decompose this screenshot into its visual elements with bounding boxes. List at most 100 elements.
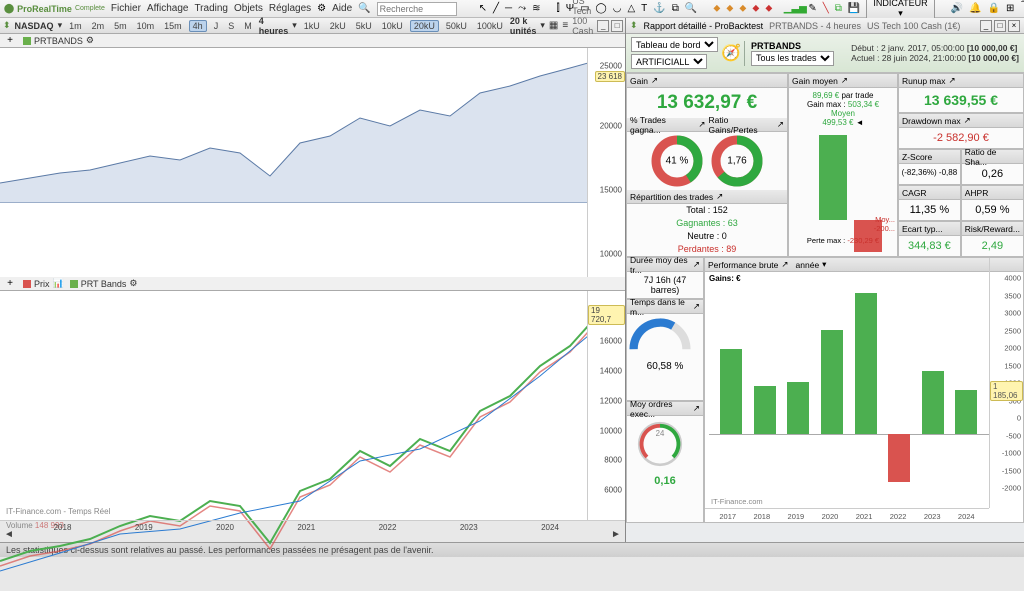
lower-chart[interactable]: 18000 16000 14000 12000 10000 8000 6000 … (0, 291, 625, 520)
tabs-upper: + PRTBANDS⚙ (0, 34, 625, 48)
fib-icon[interactable]: ⫿ (557, 2, 560, 16)
edit-icon[interactable]: ✎ (808, 2, 816, 16)
period-info: Début : 2 janv. 2017, 05:00:00 [10 000,0… (851, 43, 1019, 63)
symbol-label[interactable]: NASDAQ (15, 21, 54, 31)
orders-gauge: 24 (627, 418, 693, 470)
trades-breakdown: Total : 152 Gagnantes : 63 Neutre : 0 Pe… (627, 204, 787, 256)
tf-5m[interactable]: 5m (111, 21, 130, 31)
menu-aide[interactable]: Aide (332, 3, 352, 14)
tabs-lower: + Prix📊 PRT Bands⚙ (0, 277, 625, 291)
winrate-donut: 41 % (650, 134, 704, 188)
window-icon[interactable]: ⊞ (1006, 2, 1014, 16)
text-icon[interactable]: T (641, 2, 647, 16)
menu-fichier[interactable]: Fichier (111, 3, 141, 14)
ellipse-icon[interactable]: ◯ (596, 2, 607, 16)
svg-text:24: 24 (656, 429, 665, 438)
menu-affichage[interactable]: Affichage (147, 3, 189, 14)
vol-1k[interactable]: 1kU (301, 21, 323, 31)
tf-2m[interactable]: 2m (89, 21, 108, 31)
vol-50k[interactable]: 50kU (443, 21, 470, 31)
upper-chart[interactable]: 25000 20000 15000 10000 23 618 (0, 48, 625, 277)
search-icon: 🔍 (358, 2, 370, 16)
chart-style-icon[interactable]: ≡ (562, 19, 568, 33)
tf-s[interactable]: S (225, 21, 237, 31)
artificial-select[interactable]: ARTIFICIALL (631, 54, 707, 69)
report-title: Rapport détaillé - ProBacktest (644, 21, 764, 31)
r-close-icon[interactable]: × (1008, 20, 1020, 32)
r-min-icon[interactable]: _ (980, 20, 992, 32)
bell-icon[interactable]: 🔔 (969, 2, 981, 16)
tf-m[interactable]: M (241, 21, 255, 31)
r-max-icon[interactable]: □ (994, 20, 1006, 32)
search-input[interactable] (377, 2, 457, 16)
lock-icon[interactable]: 🔒 (988, 2, 1000, 16)
tf-4h[interactable]: 4h (189, 20, 207, 32)
save-icon[interactable]: 💾 (848, 2, 860, 16)
tab-prtbands2[interactable]: PRT Bands⚙ (70, 278, 138, 289)
chart-type-icon[interactable]: ▦ (549, 19, 558, 33)
magnet-icon[interactable]: ⧉ (672, 2, 679, 16)
gain-value: 13 632,97 € (627, 88, 787, 118)
triangle-icon[interactable]: △ (627, 2, 635, 16)
anchor-icon[interactable]: ⚓ (653, 2, 665, 16)
vol-label[interactable]: 20 k unités (510, 16, 537, 36)
bottom-row: Durée moy des tr...↗ 7J 16h (47 barres) … (626, 257, 1024, 523)
add-tab2-icon[interactable]: + (3, 277, 17, 291)
dn-red-icon[interactable]: ╲ (823, 2, 829, 16)
alert2-icon[interactable]: ⬥ (765, 2, 772, 16)
tab-prtbands[interactable]: PRTBANDS⚙ (23, 35, 94, 46)
pin-icon[interactable]: ↗ (651, 75, 658, 86)
trades-filter-select[interactable]: Tous les trades (751, 51, 834, 66)
tf-1m[interactable]: 1m (66, 21, 85, 31)
upper-y-axis: 25000 20000 15000 10000 23 618 (587, 48, 625, 277)
alert-icon[interactable]: ⬥ (752, 2, 759, 16)
perf-bar (855, 293, 877, 434)
up-green-icon[interactable]: ▁▃▅ (788, 2, 802, 16)
menu-objets[interactable]: Objets (234, 3, 263, 14)
menu-reglages[interactable]: Réglages (269, 3, 311, 14)
chart-header: ⬍ NASDAQ▾ 1m 2m 5m 10m 15m 4h J S M 4 he… (0, 18, 625, 34)
order-icon[interactable]: ⬥ (713, 2, 720, 16)
perf-bar (821, 330, 843, 434)
speedometer-icon[interactable]: 🧭 (724, 46, 738, 60)
stats-grid: Gain ↗ 13 632,97 € % Trades gagna...↗ Ra… (626, 73, 1024, 257)
sheet-icon[interactable]: ⧉ (835, 2, 842, 16)
zoom-icon[interactable]: 🔍 (685, 2, 697, 16)
perf-y-axis: 4000 3500 3000 2500 2000 1500 1000 500 0… (989, 258, 1023, 508)
add-tab-icon[interactable]: + (3, 34, 17, 48)
tf-label[interactable]: 4 heures (259, 16, 289, 36)
menu-trading[interactable]: Trading (194, 3, 228, 14)
max-icon[interactable]: □ (611, 20, 623, 32)
tf-15m[interactable]: 15m (161, 21, 185, 31)
arc-icon[interactable]: ◡ (613, 2, 622, 16)
channel-icon[interactable]: ≋ (532, 2, 540, 16)
settings-icon[interactable]: ⚙ (317, 2, 326, 16)
scroll-left-icon[interactable]: ◄ (2, 527, 16, 541)
tab-prix[interactable]: Prix📊 (23, 278, 64, 289)
duration-value: 7J 16h (47 barres) (627, 272, 703, 298)
vol-20k[interactable]: 20kU (410, 20, 439, 32)
vol-10k[interactable]: 10kU (379, 21, 406, 31)
chart-menu-icon[interactable]: ⬍ (3, 20, 11, 31)
scroll-right-icon[interactable]: ► (609, 527, 623, 541)
lower-price-badge: 19 720,7 (588, 305, 625, 325)
order2-icon[interactable]: ⬥ (726, 2, 733, 16)
perf-bar (888, 434, 910, 482)
sound-icon[interactable]: 🔊 (951, 2, 963, 16)
perf-bar (955, 390, 977, 434)
tf-10m[interactable]: 10m (134, 21, 158, 31)
vol-100k[interactable]: 100kU (474, 21, 506, 31)
time-axis[interactable]: 2018 2019 2020 2021 2022 2023 2024 ◄ ► (0, 520, 625, 542)
dashboard-select[interactable]: Tableau de bord (631, 37, 718, 52)
vol-2k[interactable]: 2kU (327, 21, 349, 31)
segment-icon[interactable]: ─ (505, 2, 512, 16)
vol-5k[interactable]: 5kU (353, 21, 375, 31)
order3-icon[interactable]: ⬥ (739, 2, 746, 16)
min-icon[interactable]: _ (597, 20, 609, 32)
area-chart-svg (0, 48, 588, 203)
link-icon[interactable]: ⤳ (518, 2, 526, 16)
tf-j[interactable]: J (211, 21, 222, 31)
cursor-icon[interactable]: ↖ (479, 2, 487, 16)
performance-chart[interactable]: Performance brute ↗ année ▾ Gains: € 400… (704, 257, 1024, 523)
line-icon[interactable]: ╱ (493, 2, 499, 16)
